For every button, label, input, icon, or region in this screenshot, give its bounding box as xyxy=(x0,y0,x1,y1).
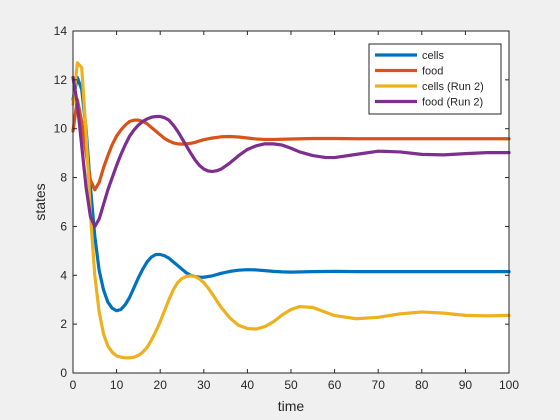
y-tick-label-2: 4 xyxy=(60,268,67,282)
x-tick-label-10: 100 xyxy=(499,378,519,392)
x-tick-label-0: 0 xyxy=(70,378,77,392)
legend-label-0: cells xyxy=(422,50,445,62)
x-tick-label-3: 30 xyxy=(197,378,211,392)
y-tick-label-4: 8 xyxy=(60,171,67,185)
x-tick-label-2: 20 xyxy=(154,378,168,392)
x-axis-label: time xyxy=(278,398,305,414)
x-tick-label-1: 10 xyxy=(110,378,124,392)
legend: cells food cells (Run 2) food (Run 2) xyxy=(368,43,502,115)
series-line-3 xyxy=(71,75,511,229)
tick-layer: 0 10 20 30 40 50 60 70 80 90 100 0 2 4 6 8 10 12 14 xyxy=(54,24,520,392)
y-tick-label-3: 6 xyxy=(60,219,67,233)
y-tick-label-1: 2 xyxy=(60,317,67,331)
y-tick-label-7: 14 xyxy=(54,24,68,38)
x-tick-label-9: 90 xyxy=(459,378,473,392)
series-layer xyxy=(71,61,511,360)
legend-label-2: cells (Run 2) xyxy=(422,81,484,93)
series-line-1 xyxy=(71,97,511,192)
legend-label-1: food xyxy=(422,66,443,78)
y-tick-label-0: 0 xyxy=(60,366,67,380)
x-tick-label-8: 80 xyxy=(415,378,429,392)
series-line-0 xyxy=(71,75,511,313)
x-tick-label-7: 70 xyxy=(372,378,386,392)
x-tick-label-4: 40 xyxy=(241,378,255,392)
series-line-2 xyxy=(71,61,511,360)
y-tick-label-5: 10 xyxy=(54,122,68,136)
legend-label-3: food (Run 2) xyxy=(422,97,483,109)
y-tick-label-6: 12 xyxy=(54,73,68,87)
x-tick-label-5: 50 xyxy=(284,378,298,392)
x-tick-label-6: 60 xyxy=(328,378,342,392)
y-axis-label: states xyxy=(32,183,48,220)
